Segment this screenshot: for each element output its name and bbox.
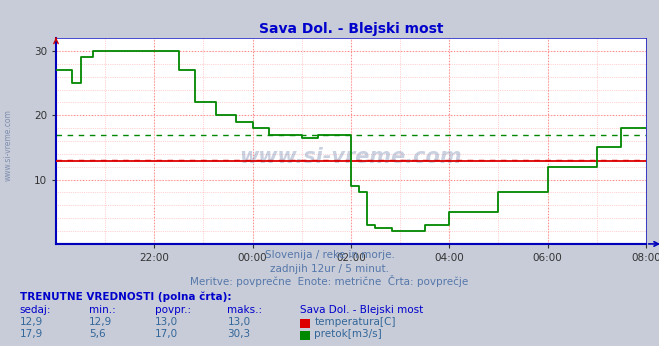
Text: 17,9: 17,9 bbox=[20, 329, 43, 339]
Text: maks.:: maks.: bbox=[227, 305, 262, 315]
Text: 5,6: 5,6 bbox=[89, 329, 105, 339]
Text: www.si-vreme.com: www.si-vreme.com bbox=[3, 109, 13, 181]
Text: min.:: min.: bbox=[89, 305, 116, 315]
Text: temperatura[C]: temperatura[C] bbox=[314, 317, 396, 327]
Text: 13,0: 13,0 bbox=[155, 317, 178, 327]
Text: TRENUTNE VREDNOSTI (polna črta):: TRENUTNE VREDNOSTI (polna črta): bbox=[20, 292, 231, 302]
Text: sedaj:: sedaj: bbox=[20, 305, 51, 315]
Text: Meritve: povprečne  Enote: metrične  Črta: povprečje: Meritve: povprečne Enote: metrične Črta:… bbox=[190, 275, 469, 288]
Text: zadnjih 12ur / 5 minut.: zadnjih 12ur / 5 minut. bbox=[270, 264, 389, 274]
Text: 12,9: 12,9 bbox=[89, 317, 112, 327]
Text: pretok[m3/s]: pretok[m3/s] bbox=[314, 329, 382, 339]
Text: Slovenija / reke in morje.: Slovenija / reke in morje. bbox=[264, 250, 395, 260]
Text: 30,3: 30,3 bbox=[227, 329, 250, 339]
Text: 12,9: 12,9 bbox=[20, 317, 43, 327]
Text: povpr.:: povpr.: bbox=[155, 305, 191, 315]
Text: 13,0: 13,0 bbox=[227, 317, 250, 327]
Text: Sava Dol. - Blejski most: Sava Dol. - Blejski most bbox=[300, 305, 423, 315]
Text: www.si-vreme.com: www.si-vreme.com bbox=[240, 147, 462, 167]
Text: 17,0: 17,0 bbox=[155, 329, 178, 339]
Title: Sava Dol. - Blejski most: Sava Dol. - Blejski most bbox=[259, 21, 443, 36]
